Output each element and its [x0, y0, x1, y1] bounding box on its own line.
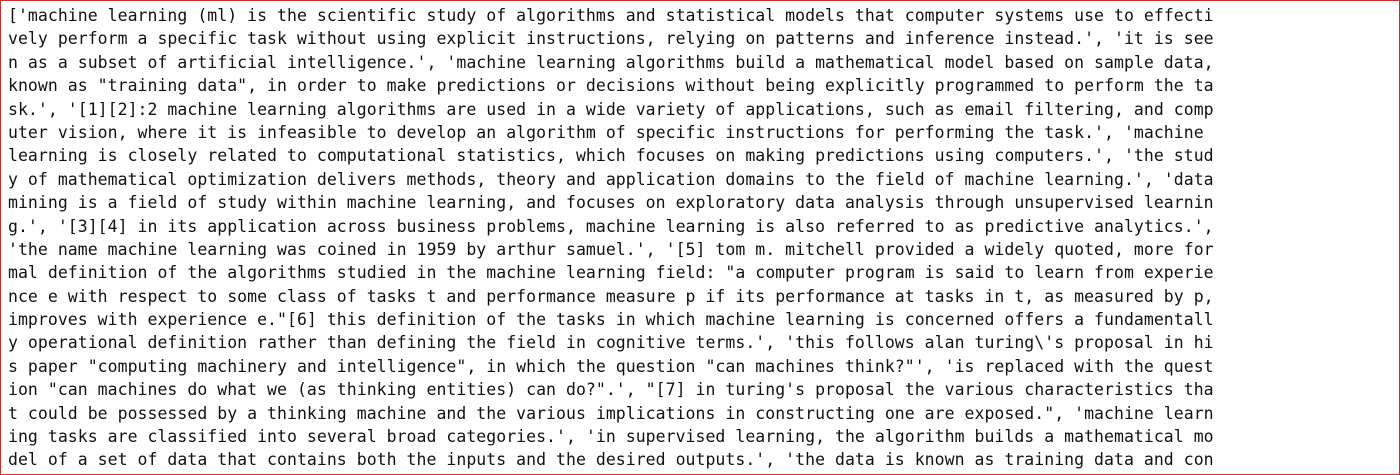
output-line: t could be possessed by a thinking machi…: [8, 403, 1214, 423]
output-line: mining is a field of study within machin…: [8, 193, 1214, 213]
output-line: del of a set of data that contains both …: [8, 450, 1214, 470]
output-line: nce e with respect to some class of task…: [8, 286, 1214, 306]
output-line: 'the name machine learning was coined in…: [8, 239, 1214, 259]
output-line: y of mathematical optimization delivers …: [8, 169, 1214, 189]
output-line: ['machine learning (ml) is the scientifi…: [8, 6, 1214, 25]
output-line: vely perform a specific task without usi…: [8, 29, 1214, 49]
output-line: mal definition of the algorithms studied…: [8, 263, 1214, 283]
output-line: sk.', '[1][2]:2 machine learning algorit…: [8, 99, 1214, 119]
output-line: uter vision, where it is infeasible to d…: [8, 122, 1204, 142]
output-line: known as "training data", in order to ma…: [8, 76, 1214, 96]
output-line: learning is closely related to computati…: [8, 146, 1214, 166]
output-line: ing tasks are classified into several br…: [8, 427, 1214, 447]
output-line: ion "can machines do what we (as thinkin…: [8, 380, 1214, 400]
output-line: improves with experience e."[6] this def…: [8, 310, 1214, 330]
output-line: y operational definition rather than def…: [8, 333, 1214, 353]
output-line: s paper "computing machinery and intelli…: [8, 356, 1214, 376]
output-line: g.', '[3][4] in its application across b…: [8, 216, 1214, 236]
output-line: n as a subset of artificial intelligence…: [8, 52, 1214, 72]
